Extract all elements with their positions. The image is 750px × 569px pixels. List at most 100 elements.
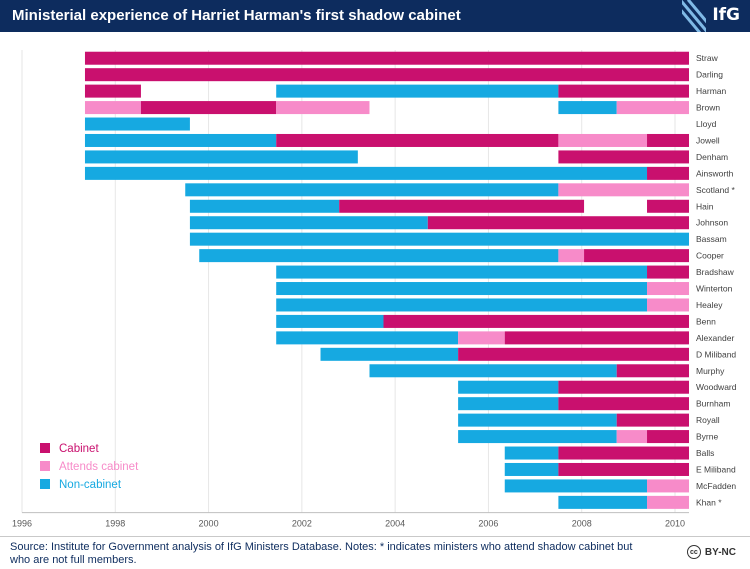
bar-segment-noncabinet [320, 347, 459, 361]
row-label: Balls [696, 448, 714, 458]
bar-segment-noncabinet [199, 249, 559, 263]
bar-segment-attends [558, 249, 585, 263]
legend-label-attends: Attends cabinet [59, 461, 139, 473]
bar-segment-noncabinet [84, 117, 190, 131]
bar-segment-noncabinet [458, 430, 617, 444]
bar-segment-cabinet [427, 216, 689, 230]
bar-segment-noncabinet [276, 298, 648, 312]
bar-segment-cabinet [504, 331, 689, 345]
bar-segment-noncabinet [458, 397, 559, 411]
bar-segment-noncabinet [504, 462, 559, 476]
row-label: Darling [696, 70, 723, 80]
row-label: Denham [696, 152, 728, 162]
bar-segment-attends [647, 282, 689, 296]
bar-segment-noncabinet [276, 84, 559, 98]
row-label: D Miliband [696, 349, 736, 359]
row-label: Bassam [696, 234, 727, 244]
bar-segment-noncabinet [458, 413, 617, 427]
bar-segment-noncabinet [84, 166, 648, 180]
bar-segment-noncabinet [558, 101, 617, 115]
minister-labels: Straw Darling Harman Brown Lloyd Jowell Denham… [696, 53, 737, 507]
x-tick-label: 2004 [385, 519, 405, 529]
bar-segment-attends [276, 101, 370, 115]
bar-segment-attends [616, 101, 689, 115]
bar-segment-cabinet [558, 150, 689, 164]
x-tick-label: 2002 [292, 519, 312, 529]
bar-segment-noncabinet [189, 199, 340, 213]
bar-segment-attends [84, 101, 141, 115]
bar-segment-cabinet [558, 462, 689, 476]
bar-segment-cabinet [584, 249, 689, 263]
bar-segment-noncabinet [276, 265, 648, 279]
bar-segment-cabinet [84, 51, 690, 65]
x-axis: 1996 1998 2000 2002 2004 2006 2008 2010 [12, 519, 685, 529]
row-label: Brown [696, 103, 720, 113]
chart-header: Ministerial experience of Harriet Harman… [0, 0, 750, 32]
row-label: Johnson [696, 218, 728, 228]
bar-segment-noncabinet [369, 364, 617, 378]
row-label: Byrne [696, 432, 718, 442]
bar-segment-attends [647, 495, 689, 509]
bar-segment-cabinet [383, 314, 689, 328]
bar-segment-noncabinet [276, 282, 648, 296]
bar-segment-cabinet [647, 430, 689, 444]
bar-segment-cabinet [458, 347, 689, 361]
row-label: Woodward [696, 382, 737, 392]
bar-segment-cabinet [558, 397, 689, 411]
source-note: Source: Institute for Government analysi… [10, 541, 633, 566]
bar-segment-cabinet [647, 199, 689, 213]
ifg-logo-stripes-icon [682, 0, 706, 32]
license-label: BY-NC [704, 546, 736, 558]
x-tick-label: 1998 [105, 519, 125, 529]
x-tick-label: 2006 [478, 519, 498, 529]
bar-segment-cabinet [339, 199, 585, 213]
bar-segment-cabinet [558, 380, 689, 394]
row-label: Harman [696, 86, 727, 96]
bar-rows [84, 51, 690, 509]
bar-segment-cabinet [647, 133, 689, 147]
bar-segment-noncabinet [504, 479, 648, 493]
row-label: Bradshaw [696, 267, 735, 277]
bar-segment-noncabinet [458, 380, 559, 394]
chart-footer: Source: Institute for Government analysi… [0, 536, 750, 569]
row-label: Jowell [696, 135, 720, 145]
bar-segment-noncabinet [185, 183, 559, 197]
bar-segment-attends [558, 183, 689, 197]
bar-segment-attends [458, 331, 505, 345]
ifg-logo: IfG [712, 5, 740, 25]
x-tick-label: 1996 [12, 519, 32, 529]
bar-segment-noncabinet [276, 331, 459, 345]
bar-segment-cabinet [84, 84, 141, 98]
row-label: Cooper [696, 251, 724, 261]
bar-segment-noncabinet [84, 150, 358, 164]
bar-segment-noncabinet [276, 314, 384, 328]
legend-label-cabinet: Cabinet [59, 443, 99, 455]
bar-segment-attends [647, 298, 689, 312]
bar-segment-attends [558, 133, 648, 147]
row-label: Burnham [696, 399, 731, 409]
row-label: Ainsworth [696, 168, 734, 178]
bar-segment-cabinet [140, 101, 277, 115]
row-label: Khan * [696, 497, 722, 507]
chart-title: Ministerial experience of Harriet Harman… [12, 7, 461, 24]
legend-swatch-cabinet [40, 443, 50, 453]
row-label: Scotland * [696, 185, 735, 195]
legend-swatch-noncabinet [40, 479, 50, 489]
row-label: Hain [696, 201, 714, 211]
legend: Cabinet Attends cabinet Non-cabinet [40, 443, 139, 491]
row-label: E Miliband [696, 464, 736, 474]
timeline-chart: Straw Darling Harman Brown Lloyd Jowell Denham… [12, 50, 737, 529]
bar-segment-attends [647, 479, 689, 493]
bar-segment-noncabinet [84, 133, 277, 147]
bar-segment-noncabinet [189, 232, 689, 246]
bar-segment-cabinet [647, 265, 689, 279]
bar-segment-cabinet [616, 364, 689, 378]
x-tick-label: 2008 [572, 519, 592, 529]
row-label: Alexander [696, 333, 734, 343]
x-tick-label: 2000 [199, 519, 219, 529]
x-tick-label: 2010 [665, 519, 685, 529]
row-label: Royall [696, 415, 720, 425]
bar-segment-noncabinet [189, 216, 428, 230]
legend-label-noncabinet: Non-cabinet [59, 479, 122, 491]
bar-segment-cabinet [558, 446, 689, 460]
